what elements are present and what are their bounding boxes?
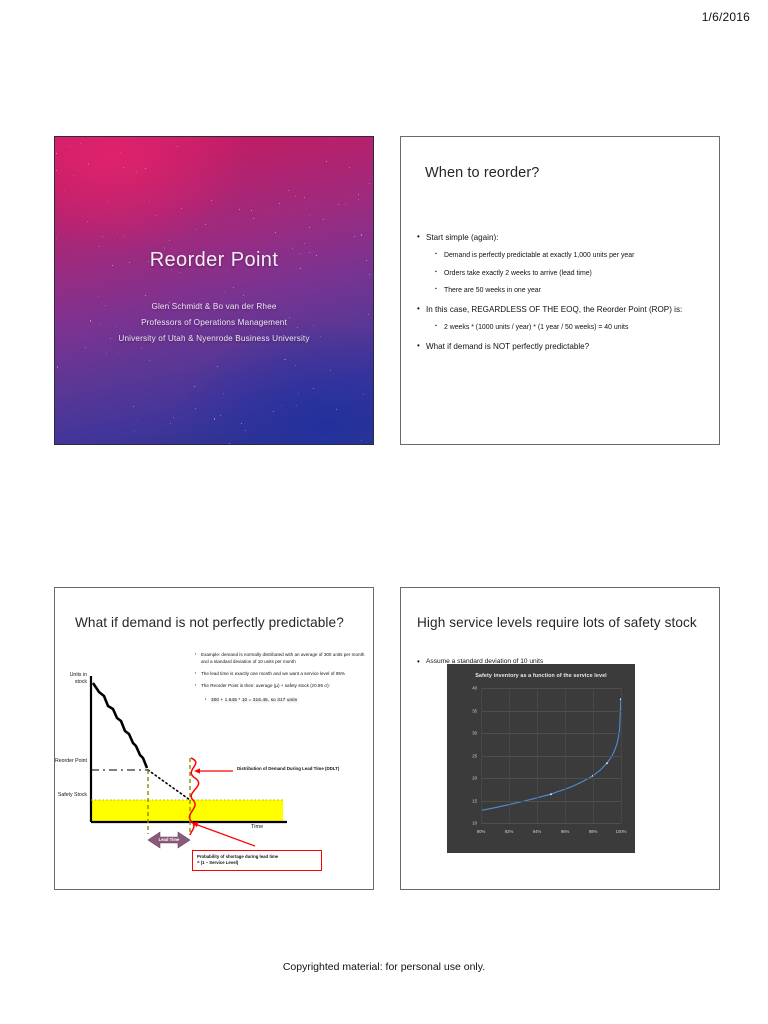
slide-service-levels[interactable]: High service levels require lots of safe…: [400, 587, 720, 890]
bullet-item: Demand is perfectly predictable at exact…: [417, 251, 705, 261]
chart-gridline-vertical: [481, 688, 482, 823]
bullet-item: Orders take exactly 2 weeks to arrive (l…: [417, 269, 705, 279]
shortage-line-2: = (1 – Service Level): [197, 860, 239, 866]
chart-y-tick: 25: [472, 753, 477, 758]
shortage-probability-callout: Probability of shortage during lead time…: [192, 850, 322, 871]
safety-stock-label: Safety Stock: [57, 792, 87, 798]
chart-x-tick: 96%: [560, 829, 570, 834]
bullet-item: Start simple (again):: [417, 232, 705, 243]
inventory-sawtooth-diagram: [89, 676, 287, 849]
chart-gridline: [481, 688, 621, 689]
bullet-item: The Reorder Point is then: average (µ) +…: [195, 683, 370, 690]
chart-gridline: [481, 755, 621, 757]
chart-gridline: [481, 823, 621, 824]
bullet-item: Assume a standard deviation of 10 units: [417, 657, 705, 667]
bullet-item: The lead time is exactly one month and w…: [195, 671, 370, 678]
chart-y-tick: 40: [472, 685, 477, 691]
shortage-line-1: Probability of shortage during lead time: [197, 854, 279, 859]
lead-time-label: Lead Time: [158, 837, 180, 842]
x-axis-label: Time: [251, 824, 264, 830]
starfield-decoration: [55, 137, 373, 444]
ddlt-annotation: Distribution of Demand During Lead Time …: [237, 766, 340, 771]
bullet-list: Example: demand is normally distributed …: [195, 652, 370, 708]
chart-y-tick: 15: [472, 798, 477, 803]
chart-plot-area: 10 15 20 25 30 35 40 90% 92% 94% 96% 98% 100%: [472, 686, 626, 835]
chart-y-tick: 30: [472, 730, 477, 736]
chart-x-tick: 90%: [476, 829, 486, 834]
title-slide-background: [55, 137, 373, 444]
chart-gridline-vertical: [593, 688, 594, 823]
bullet-item: In this case, REGARDLESS OF THE EOQ, the…: [417, 304, 705, 315]
subtitle-authors: Glen Schmidt & Bo van der Rhee: [151, 302, 277, 311]
slide-heading: What if demand is not perfectly predicta…: [75, 615, 344, 630]
chart-gridline-vertical: [565, 688, 566, 823]
date-stamp: 1/6/2016: [701, 10, 750, 24]
presentation-title: Reorder Point: [149, 249, 279, 271]
slide-title[interactable]: Reorder Point Glen Schmidt & Bo van der …: [54, 136, 374, 445]
chart-gridline: [481, 710, 621, 712]
reorder-point-label: Reorder Point: [54, 758, 87, 764]
bullet-item: What if demand is NOT perfectly predicta…: [417, 341, 705, 352]
chart-x-tick: 92%: [504, 829, 514, 834]
chart-gridline-vertical: [509, 688, 510, 823]
chart-y-tick: 20: [472, 775, 477, 781]
chart-gridline-vertical: [537, 688, 538, 823]
subtitle-role: Professors of Operations Management: [141, 318, 287, 327]
copyright-footer: Copyrighted material: for personal use o…: [282, 961, 486, 973]
chart-gridline-vertical: [621, 688, 622, 823]
slide-heading: High service levels require lots of safe…: [417, 615, 697, 630]
chart-y-tick: 35: [472, 708, 477, 713]
chart-gridline: [481, 733, 621, 734]
chart-x-tick: 94%: [532, 829, 542, 834]
y-axis-label: Units in stock: [69, 672, 87, 686]
subtitle-affiliation: University of Utah & Nyenrode Business U…: [118, 334, 310, 343]
chart-x-tick: 98%: [588, 829, 598, 834]
bullet-item: 300 + 1.645 * 10 = 316.45, so 317 units: [195, 697, 370, 704]
chart-gridline: [481, 778, 621, 779]
chart-x-tick: 100%: [615, 829, 627, 834]
slide-heading: When to reorder?: [425, 165, 540, 181]
bullet-list: Start simple (again): Demand is perfectl…: [417, 232, 705, 361]
slide-not-predictable[interactable]: What if demand is not perfectly predicta…: [54, 587, 374, 890]
bullet-item: There are 50 weeks in one year: [417, 286, 705, 296]
bullet-item: 2 weeks * (1000 units / year) * (1 year …: [417, 323, 705, 333]
bullet-item: Example: demand is normally distributed …: [195, 652, 370, 666]
slide-when-to-reorder[interactable]: When to reorder? Start simple (again): D…: [400, 136, 720, 445]
safety-inventory-chart: Safety inventory as a function of the se…: [447, 664, 635, 853]
presentation-subtitles: Glen Schmidt & Bo van der Rhee Professor…: [55, 295, 373, 350]
chart-y-tick: 10: [472, 820, 477, 826]
chart-title: Safety inventory as a function of the se…: [475, 673, 607, 679]
chart-gridline: [481, 800, 621, 802]
